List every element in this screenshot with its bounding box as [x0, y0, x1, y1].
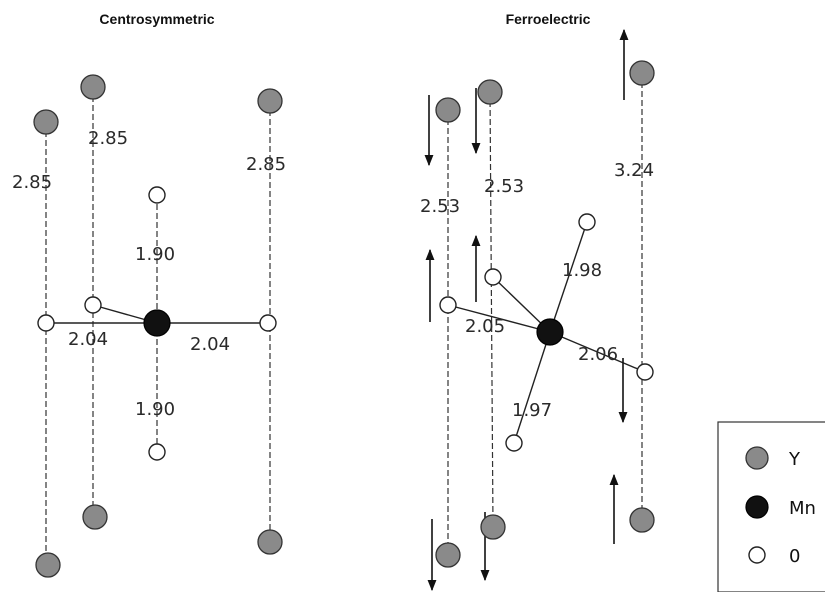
- bond-mn-o-right: [549, 331, 646, 373]
- y-atom: [435, 542, 461, 568]
- o-atom: [578, 213, 596, 231]
- dashed-chain-2: [489, 91, 494, 528]
- o-atom: [439, 296, 457, 314]
- y-atom: [80, 74, 106, 100]
- o-atom: [259, 314, 277, 332]
- legend-label: Y: [788, 449, 801, 470]
- distance-label: 2.04: [190, 334, 230, 355]
- legend-y-atom-icon: [745, 446, 769, 470]
- mn-atom: [536, 318, 564, 346]
- distance-label: 2.85: [88, 128, 128, 149]
- distance-label: 2.85: [12, 172, 52, 193]
- y-atom: [629, 507, 655, 533]
- o-atom: [484, 268, 502, 286]
- distance-label: 2.05: [465, 316, 505, 337]
- legend-label: 0: [789, 546, 800, 567]
- o-atom: [636, 363, 654, 381]
- y-atom: [257, 529, 283, 555]
- bond-mn-o-lower: [513, 331, 551, 444]
- y-atom: [35, 552, 61, 578]
- centrosymmetric-panel: Centrosymmetric 2.85 2.85 2.85 1.90 2.04…: [12, 11, 286, 578]
- legend-o-atom-icon: [748, 546, 766, 564]
- distance-label: 1.90: [135, 399, 175, 420]
- o-atom: [148, 186, 166, 204]
- distance-label: 2.53: [484, 176, 524, 197]
- bond-mn-o-left: [447, 304, 551, 333]
- distance-label: 2.06: [578, 344, 618, 365]
- y-atom: [477, 79, 503, 105]
- y-atom: [629, 60, 655, 86]
- y-atom: [480, 514, 506, 540]
- ferroelectric-title: Ferroelectric: [506, 11, 591, 27]
- bond-mn-o-upper: [549, 221, 588, 333]
- centrosymmetric-title: Centrosymmetric: [99, 11, 214, 27]
- ferroelectric-panel: Ferroelectric 2.53: [420, 11, 655, 592]
- distance-label: 2.85: [246, 154, 286, 175]
- distance-label: 2.04: [68, 329, 108, 350]
- o-atom: [84, 296, 102, 314]
- legend-mn-atom-icon: [745, 495, 769, 519]
- o-atom: [148, 443, 166, 461]
- legend: Y Mn 0: [717, 421, 825, 592]
- distance-label: 2.53: [420, 196, 460, 217]
- legend-box: [717, 421, 825, 592]
- distance-label: 1.97: [512, 400, 552, 421]
- y-atom: [435, 97, 461, 123]
- o-atom: [37, 314, 55, 332]
- o-atom: [505, 434, 523, 452]
- y-atom: [257, 88, 283, 114]
- distance-label: 1.98: [562, 260, 602, 281]
- y-atom: [82, 504, 108, 530]
- distance-label: 1.90: [135, 244, 175, 265]
- mn-atom: [143, 309, 171, 337]
- y-atom: [33, 109, 59, 135]
- distance-label: 3.24: [614, 160, 654, 181]
- legend-label: Mn: [789, 498, 816, 519]
